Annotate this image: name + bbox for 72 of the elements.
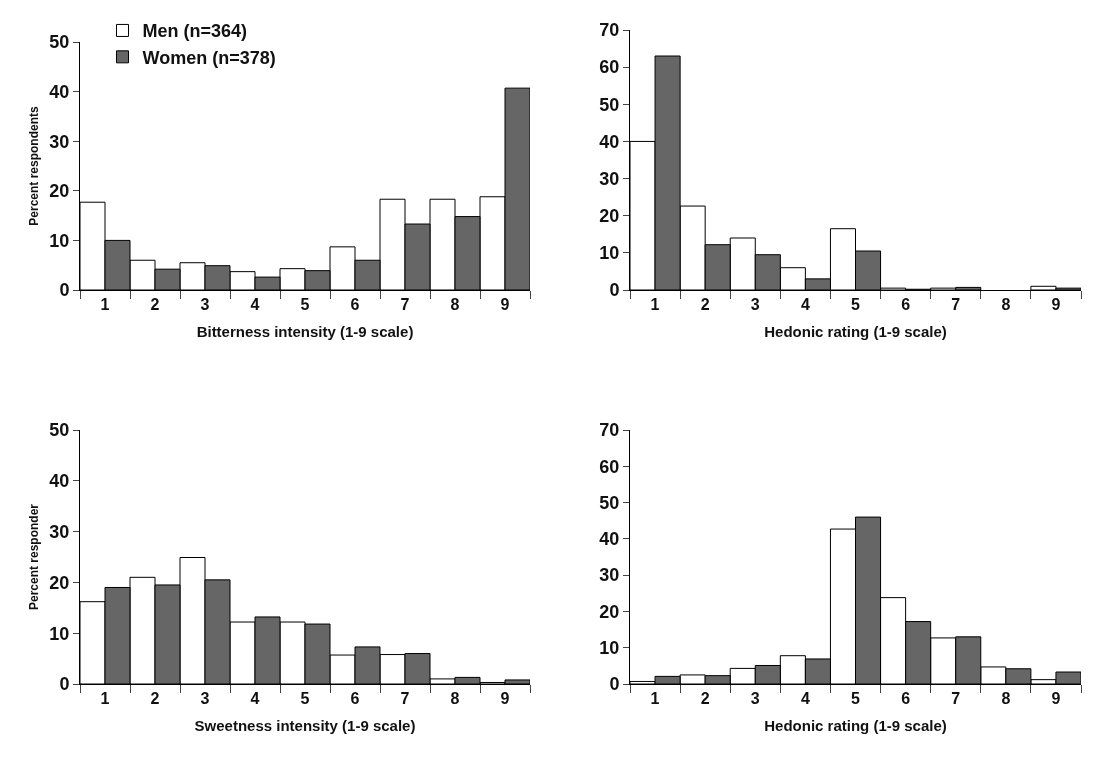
y-tick-label: 30 (599, 565, 620, 586)
legend-label: Men (n=364) (142, 21, 248, 42)
y-tick-label: 30 (49, 131, 70, 152)
y-axis-title: Percent responder (26, 503, 41, 611)
x-tick-label: 6 (350, 296, 360, 314)
y-tick-label: 30 (599, 168, 620, 189)
x-tick-label: 7 (400, 296, 410, 314)
x-tick-label: 6 (901, 690, 911, 708)
y-tick-label: 0 (609, 674, 620, 695)
y-tick-label: 60 (599, 456, 620, 477)
y-tick-label: 10 (599, 638, 620, 659)
y-tick-label: 50 (599, 492, 620, 513)
x-tick-label: 9 (500, 296, 510, 314)
x-tick-label: 4 (250, 296, 260, 314)
y-tick-label: 20 (599, 601, 620, 622)
x-tick-label: 2 (700, 690, 710, 708)
x-tick-label: 7 (400, 690, 410, 708)
y-tick-label: 10 (49, 623, 70, 644)
y-tick-label: 40 (49, 471, 70, 492)
y-tick-label: 30 (49, 521, 70, 542)
y-tick-label: 40 (599, 529, 620, 550)
x-tick-label: 7 (951, 296, 961, 314)
x-tick-label: 9 (1051, 296, 1061, 314)
x-tick-label: 5 (300, 296, 310, 314)
y-tick-label: 40 (599, 131, 620, 152)
x-tick-label: 8 (1001, 690, 1011, 708)
x-axis-title: Sweetness intensity (1-9 scale) (194, 717, 416, 735)
y-tick-label: 10 (599, 243, 620, 264)
y-tick-label: 50 (599, 94, 620, 115)
x-tick-label: 4 (800, 690, 810, 708)
x-tick-label: 3 (200, 690, 210, 708)
y-tick-label: 0 (59, 674, 70, 695)
x-tick-label: 5 (300, 690, 310, 708)
x-tick-label: 6 (350, 690, 360, 708)
y-axis-title: Percent respondents (26, 105, 41, 226)
x-axis-title: Bitterness intensity (1-9 scale) (196, 323, 414, 341)
x-tick-label: 3 (200, 296, 210, 314)
x-tick-label: 1 (650, 690, 660, 708)
x-tick-label: 7 (951, 690, 961, 708)
x-tick-label: 2 (150, 690, 160, 708)
x-tick-label: 9 (500, 690, 510, 708)
y-tick-label: 70 (599, 420, 620, 441)
x-axis-title: Hedonic rating (1-9 scale) (764, 323, 947, 341)
x-tick-label: 9 (1051, 690, 1061, 708)
x-tick-label: 1 (100, 690, 110, 708)
x-tick-label: 4 (800, 296, 810, 314)
x-tick-label: 4 (250, 690, 260, 708)
x-tick-label: 5 (851, 296, 861, 314)
x-tick-label: 8 (450, 690, 460, 708)
y-tick-label: 20 (49, 181, 70, 202)
x-tick-label: 8 (450, 296, 460, 314)
x-axis-title: Hedonic rating (1-9 scale) (764, 717, 947, 735)
y-tick-label: 20 (599, 206, 620, 227)
x-tick-label: 1 (650, 296, 660, 314)
y-tick-label: 60 (599, 57, 620, 78)
y-tick-label: 20 (49, 572, 70, 593)
x-tick-label: 1 (100, 296, 110, 314)
y-tick-label: 40 (49, 81, 70, 102)
y-tick-label: 10 (49, 230, 70, 251)
x-tick-label: 3 (750, 296, 760, 314)
y-tick-label: 50 (49, 420, 70, 441)
y-tick-label: 70 (599, 20, 620, 41)
y-tick-label: 0 (59, 280, 70, 301)
y-tick-label: 50 (49, 32, 70, 53)
legend-label: Women (n=378) (142, 47, 276, 68)
x-tick-label: 3 (750, 690, 760, 708)
x-tick-label: 6 (901, 296, 911, 314)
y-tick-label: 0 (609, 280, 620, 301)
x-tick-label: 5 (851, 690, 861, 708)
x-tick-label: 8 (1001, 296, 1011, 314)
x-tick-label: 2 (700, 296, 710, 314)
x-tick-label: 2 (150, 296, 160, 314)
